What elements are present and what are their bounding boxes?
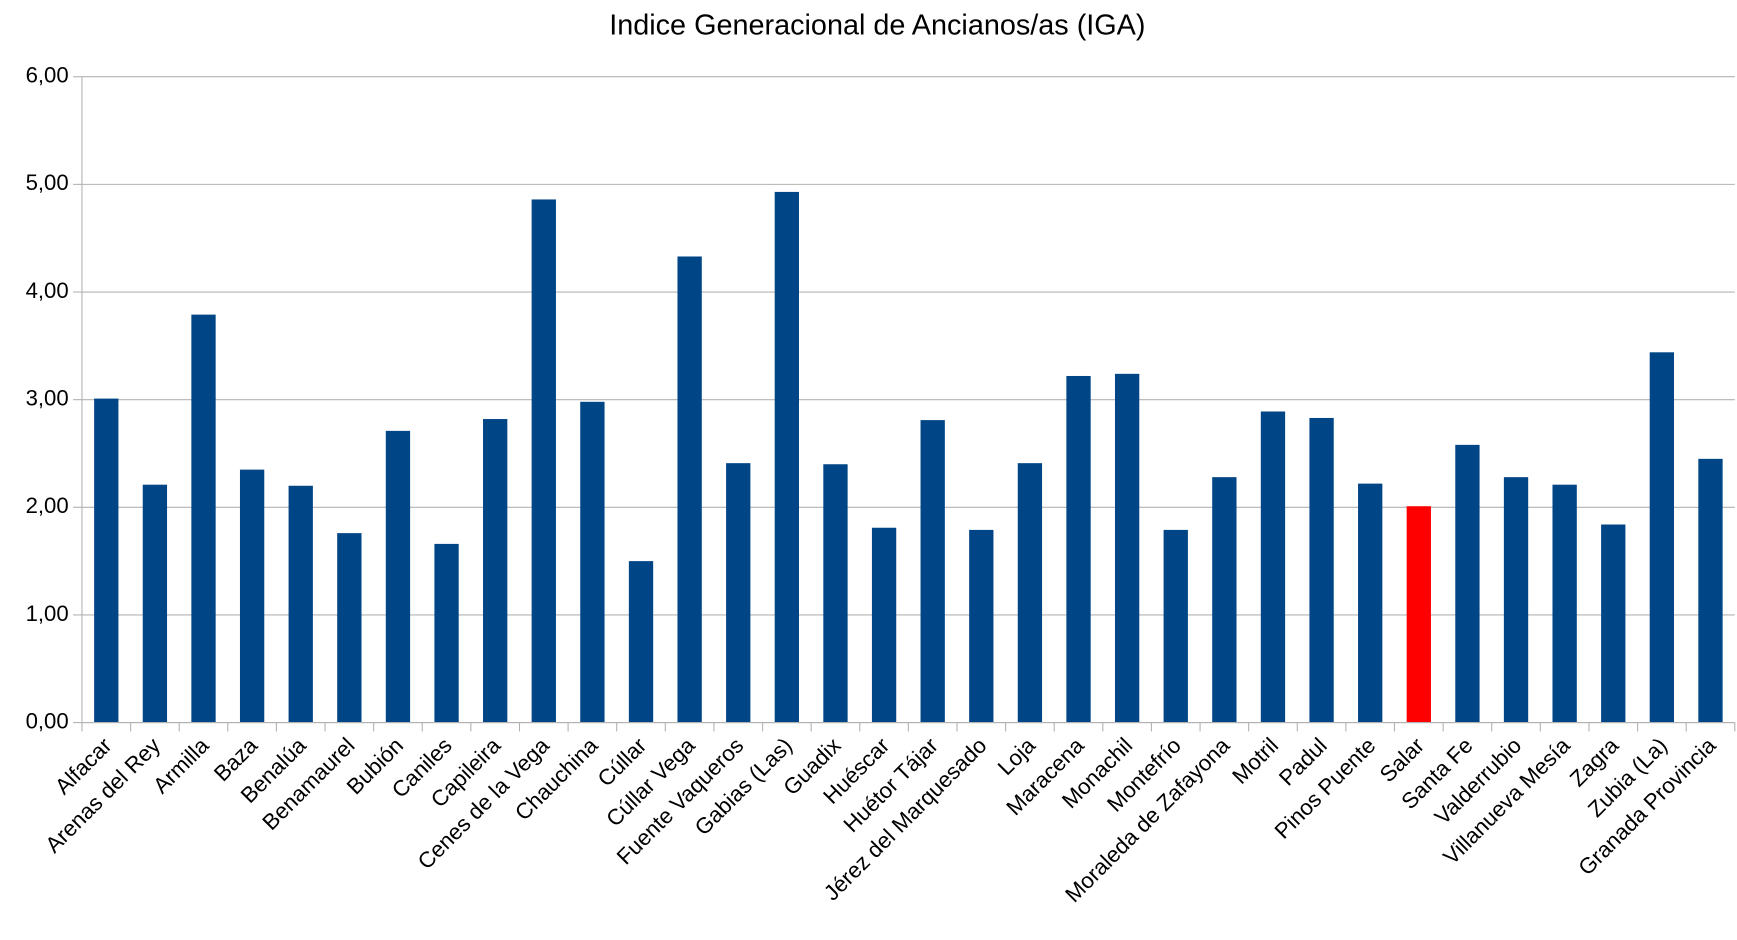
bar [1649, 352, 1675, 723]
y-tick-label: 3,00 [26, 385, 69, 410]
bar [823, 464, 848, 723]
y-tick-label: 2,00 [26, 493, 69, 518]
bar [1455, 444, 1480, 723]
bar [1406, 506, 1431, 723]
bar [1698, 458, 1723, 723]
chart-title: Indice Generacional de Ancianos/as (IGA) [609, 9, 1145, 41]
bar [580, 401, 605, 723]
bar [1552, 484, 1577, 723]
y-tick-label: 0,00 [26, 708, 69, 733]
bar [1309, 417, 1334, 723]
y-tick-label: 6,00 [26, 63, 69, 88]
bar [337, 533, 362, 723]
bar [191, 314, 216, 723]
bar [726, 463, 751, 723]
bar [1017, 463, 1043, 723]
bar [1601, 524, 1626, 723]
bar [1114, 373, 1140, 723]
bar [434, 543, 459, 723]
bar [1163, 529, 1188, 723]
bar [1066, 375, 1091, 723]
x-tick-label: Armilla [148, 732, 214, 798]
y-tick-label: 5,00 [26, 170, 69, 195]
bar [1503, 477, 1529, 723]
x-tick-label: Motril [1227, 733, 1283, 789]
bar [94, 398, 119, 723]
bar [142, 484, 168, 723]
bar [1358, 483, 1383, 723]
bar [969, 529, 994, 723]
bar [677, 256, 702, 723]
y-tick-label: 1,00 [26, 601, 69, 626]
y-tick-label: 4,00 [26, 278, 69, 303]
bar [871, 527, 897, 723]
bar [1260, 411, 1286, 723]
bar [531, 199, 556, 723]
bar [1212, 477, 1237, 723]
bar [920, 420, 945, 723]
bar [288, 485, 313, 723]
bar [483, 419, 508, 723]
bar [239, 469, 265, 723]
bar [385, 430, 411, 723]
bar [628, 561, 654, 723]
bar [774, 191, 800, 723]
